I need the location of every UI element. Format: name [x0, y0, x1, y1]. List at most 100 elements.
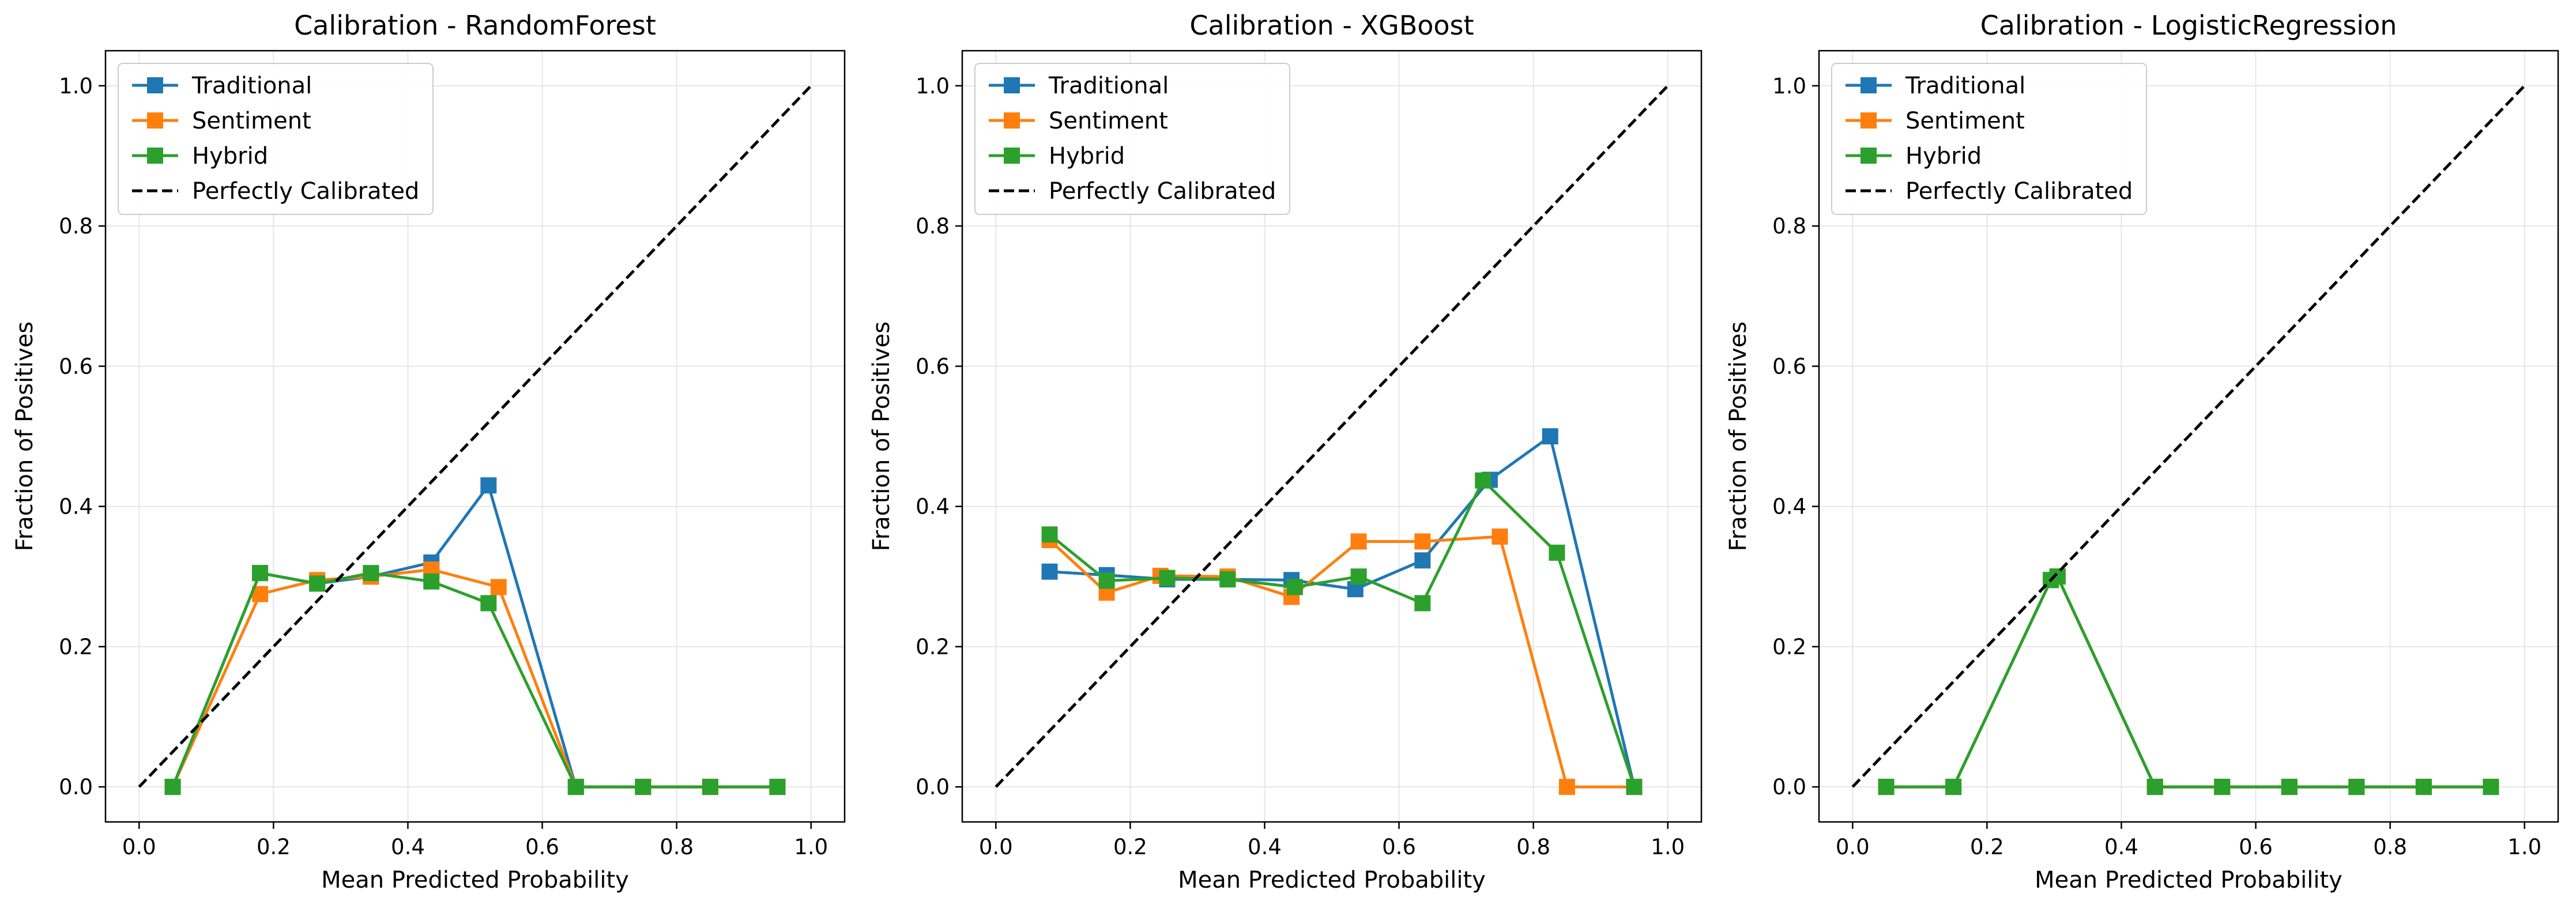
- y-axis-label: Fraction of Positives: [1725, 322, 1752, 552]
- data-point: [1350, 533, 1367, 550]
- legend-item-traditional: Traditional: [132, 73, 312, 99]
- x-tick-label: 0.4: [391, 835, 425, 859]
- legend: Traditional Sentiment Hybrid Perfectly Cali…: [974, 63, 1290, 215]
- data-point: [363, 565, 379, 582]
- data-point: [1414, 533, 1431, 550]
- legend-swatch-marker: [1861, 77, 1877, 93]
- x-tick-label: 0.6: [1382, 835, 1416, 859]
- x-tick-label: 0.0: [122, 835, 156, 859]
- x-tick-label: 0.8: [660, 835, 694, 859]
- reference-line: [995, 85, 1669, 788]
- data-point: [1219, 571, 1236, 588]
- legend-swatch-marker: [1861, 148, 1877, 164]
- data-point: [480, 477, 497, 494]
- data-point: [2146, 779, 2163, 795]
- data-point: [702, 779, 718, 795]
- chart-panel-calibration-xgboost: 0.0 0.2 0.4 0.6 0.8 1.0 0.0 0.2 0.4 0.6 0.8 1.0 Cali…: [868, 10, 1703, 893]
- y-tick-label: 0.8: [1772, 214, 1806, 239]
- axes-frame: [104, 50, 846, 823]
- legend-item-traditional: Traditional: [989, 73, 1169, 99]
- legend-item-sentiment: Sentiment: [132, 108, 311, 134]
- data-point: [1098, 572, 1115, 589]
- data-point: [2281, 779, 2298, 795]
- y-tick-label: 0.0: [916, 775, 950, 799]
- y-tick-label: 0.8: [916, 214, 950, 239]
- data-point: [635, 779, 651, 795]
- chart-title: Calibration - RandomForest: [294, 10, 656, 41]
- data-point: [2049, 568, 2066, 585]
- chart-panel-calibration-logisticregression: 0.0 0.2 0.4 0.6 0.8 1.0 0.0 0.2 0.4 0.6 0.8 1.0 Cali…: [1725, 10, 2559, 893]
- legend-item-hybrid: Hybrid: [1846, 143, 1982, 169]
- series-hybrid: [164, 565, 786, 795]
- series-line: [1886, 575, 2491, 788]
- x-tick-label: 0.8: [2373, 835, 2407, 859]
- y-tick-label: 0.2: [59, 635, 93, 659]
- legend: Traditional Sentiment Hybrid Perfectly Cali…: [118, 63, 434, 215]
- data-point: [1041, 563, 1058, 580]
- legend-label: Traditional: [1048, 73, 1169, 99]
- x-tick-label: 0.0: [1836, 835, 1870, 859]
- legend: Traditional Sentiment Hybrid Perfectly Cali…: [1831, 63, 2147, 215]
- x-tick-label: 0.2: [1113, 835, 1147, 859]
- legend-label: Traditional: [1905, 73, 2025, 99]
- legend-item-perfectly-calibrated: Perfectly Calibrated: [989, 178, 1276, 205]
- series-perfectly-calibrated: [995, 85, 1669, 788]
- legend-swatch-marker: [1861, 112, 1877, 129]
- legend-swatch-marker: [1004, 77, 1020, 93]
- series-hybrid: [1041, 472, 1643, 795]
- data-point: [1159, 569, 1176, 586]
- data-point: [1414, 552, 1431, 569]
- data-point: [2415, 779, 2432, 795]
- y-tick-label: 0.4: [59, 495, 93, 519]
- legend-swatch-marker: [147, 148, 163, 164]
- legend-label: Perfectly Calibrated: [1049, 178, 1276, 205]
- legend-label: Sentiment: [192, 108, 311, 134]
- series-line: [1048, 479, 1636, 787]
- series-perfectly-calibrated: [138, 85, 812, 788]
- legend-label: Perfectly Calibrated: [1905, 178, 2133, 205]
- y-tick-label: 0.0: [1772, 775, 1806, 799]
- data-point: [1041, 526, 1058, 543]
- data-point: [480, 595, 497, 612]
- x-tick-label: 0.0: [979, 835, 1013, 859]
- legend-item-perfectly-calibrated: Perfectly Calibrated: [132, 178, 419, 205]
- data-point: [1626, 779, 1643, 795]
- legend-label: Sentiment: [1905, 108, 2025, 134]
- x-tick-label: 1.0: [1651, 835, 1685, 859]
- y-tick-label: 0.2: [916, 635, 950, 659]
- axes-frame: [961, 50, 1703, 823]
- legend-label: Sentiment: [1049, 108, 1168, 134]
- x-axis-label: Mean Predicted Probability: [2035, 867, 2342, 893]
- x-tick-label: 1.0: [2507, 835, 2541, 859]
- y-tick-label: 0.4: [1772, 495, 1806, 519]
- data-point: [1549, 544, 1565, 561]
- legend-item-sentiment: Sentiment: [989, 108, 1168, 134]
- y-tick-label: 0.0: [59, 775, 93, 799]
- legend-swatch-marker: [147, 112, 163, 129]
- x-tick-label: 0.4: [1248, 835, 1282, 859]
- x-tick-label: 0.2: [1970, 835, 2004, 859]
- data-point: [1350, 568, 1367, 585]
- legend-label: Hybrid: [1049, 143, 1125, 169]
- axes-frame: [1818, 50, 2559, 823]
- legend-item-perfectly-calibrated: Perfectly Calibrated: [1846, 178, 2133, 205]
- chart-title: Calibration - XGBoost: [1189, 10, 1474, 41]
- data-point: [252, 565, 269, 582]
- reference-line: [1851, 85, 2526, 788]
- y-tick-label: 0.4: [916, 495, 950, 519]
- data-point: [1542, 428, 1558, 444]
- series-hybrid: [1878, 568, 2499, 795]
- legend-swatch-marker: [1004, 148, 1020, 164]
- data-point: [1878, 779, 1895, 795]
- chart-title: Calibration - LogisticRegression: [1980, 10, 2397, 41]
- data-point: [1558, 779, 1575, 795]
- legend-item-traditional: Traditional: [1846, 73, 2025, 99]
- x-tick-label: 0.6: [2239, 835, 2273, 859]
- legend-label: Hybrid: [1905, 143, 1982, 169]
- y-tick-label: 1.0: [59, 74, 93, 99]
- x-tick-label: 1.0: [794, 835, 828, 859]
- data-point: [2214, 779, 2231, 795]
- legend-swatch-marker: [1004, 112, 1020, 129]
- data-point: [1414, 595, 1431, 612]
